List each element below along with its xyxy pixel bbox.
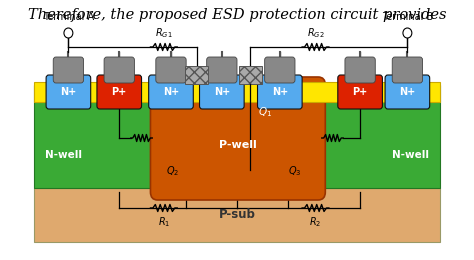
- FancyBboxPatch shape: [149, 75, 193, 109]
- Text: Terminal A: Terminal A: [43, 12, 94, 22]
- Text: N+: N+: [163, 87, 179, 97]
- Text: N-well: N-well: [392, 150, 429, 160]
- FancyBboxPatch shape: [97, 75, 142, 109]
- FancyBboxPatch shape: [392, 57, 422, 83]
- Text: N+: N+: [399, 87, 416, 97]
- FancyBboxPatch shape: [338, 75, 383, 109]
- FancyBboxPatch shape: [345, 57, 375, 83]
- FancyBboxPatch shape: [46, 75, 91, 109]
- Text: $Q_2$: $Q_2$: [166, 164, 179, 178]
- Text: P+: P+: [111, 87, 127, 97]
- Text: N+: N+: [272, 87, 288, 97]
- Text: $Q_1$: $Q_1$: [257, 105, 272, 119]
- Text: $Q_3$: $Q_3$: [288, 164, 302, 178]
- Bar: [185, 66, 209, 84]
- FancyBboxPatch shape: [53, 57, 83, 83]
- FancyBboxPatch shape: [104, 57, 135, 83]
- Bar: [35, 85, 439, 188]
- Circle shape: [403, 28, 412, 38]
- Text: N+: N+: [60, 87, 76, 97]
- Bar: [35, 82, 439, 102]
- Text: $R_2$: $R_2$: [310, 215, 322, 229]
- Text: $R_{G1}$: $R_{G1}$: [155, 26, 173, 40]
- Text: P+: P+: [353, 87, 368, 97]
- FancyBboxPatch shape: [257, 75, 302, 109]
- FancyBboxPatch shape: [156, 57, 186, 83]
- FancyBboxPatch shape: [200, 75, 244, 109]
- Text: N-well: N-well: [45, 150, 82, 160]
- FancyBboxPatch shape: [207, 57, 237, 83]
- Bar: [239, 66, 262, 84]
- Text: $R_1$: $R_1$: [158, 215, 170, 229]
- Text: Therefore, the proposed ESD protection circuit provides: Therefore, the proposed ESD protection c…: [28, 8, 446, 22]
- FancyBboxPatch shape: [264, 57, 295, 83]
- Circle shape: [64, 28, 73, 38]
- Text: Terminal B: Terminal B: [382, 12, 433, 22]
- Text: $R_{G2}$: $R_{G2}$: [307, 26, 324, 40]
- Bar: [35, 188, 439, 242]
- Text: P-well: P-well: [219, 140, 257, 150]
- Text: N+: N+: [214, 87, 230, 97]
- Text: P-sub: P-sub: [219, 209, 255, 222]
- FancyBboxPatch shape: [150, 77, 325, 200]
- FancyBboxPatch shape: [385, 75, 430, 109]
